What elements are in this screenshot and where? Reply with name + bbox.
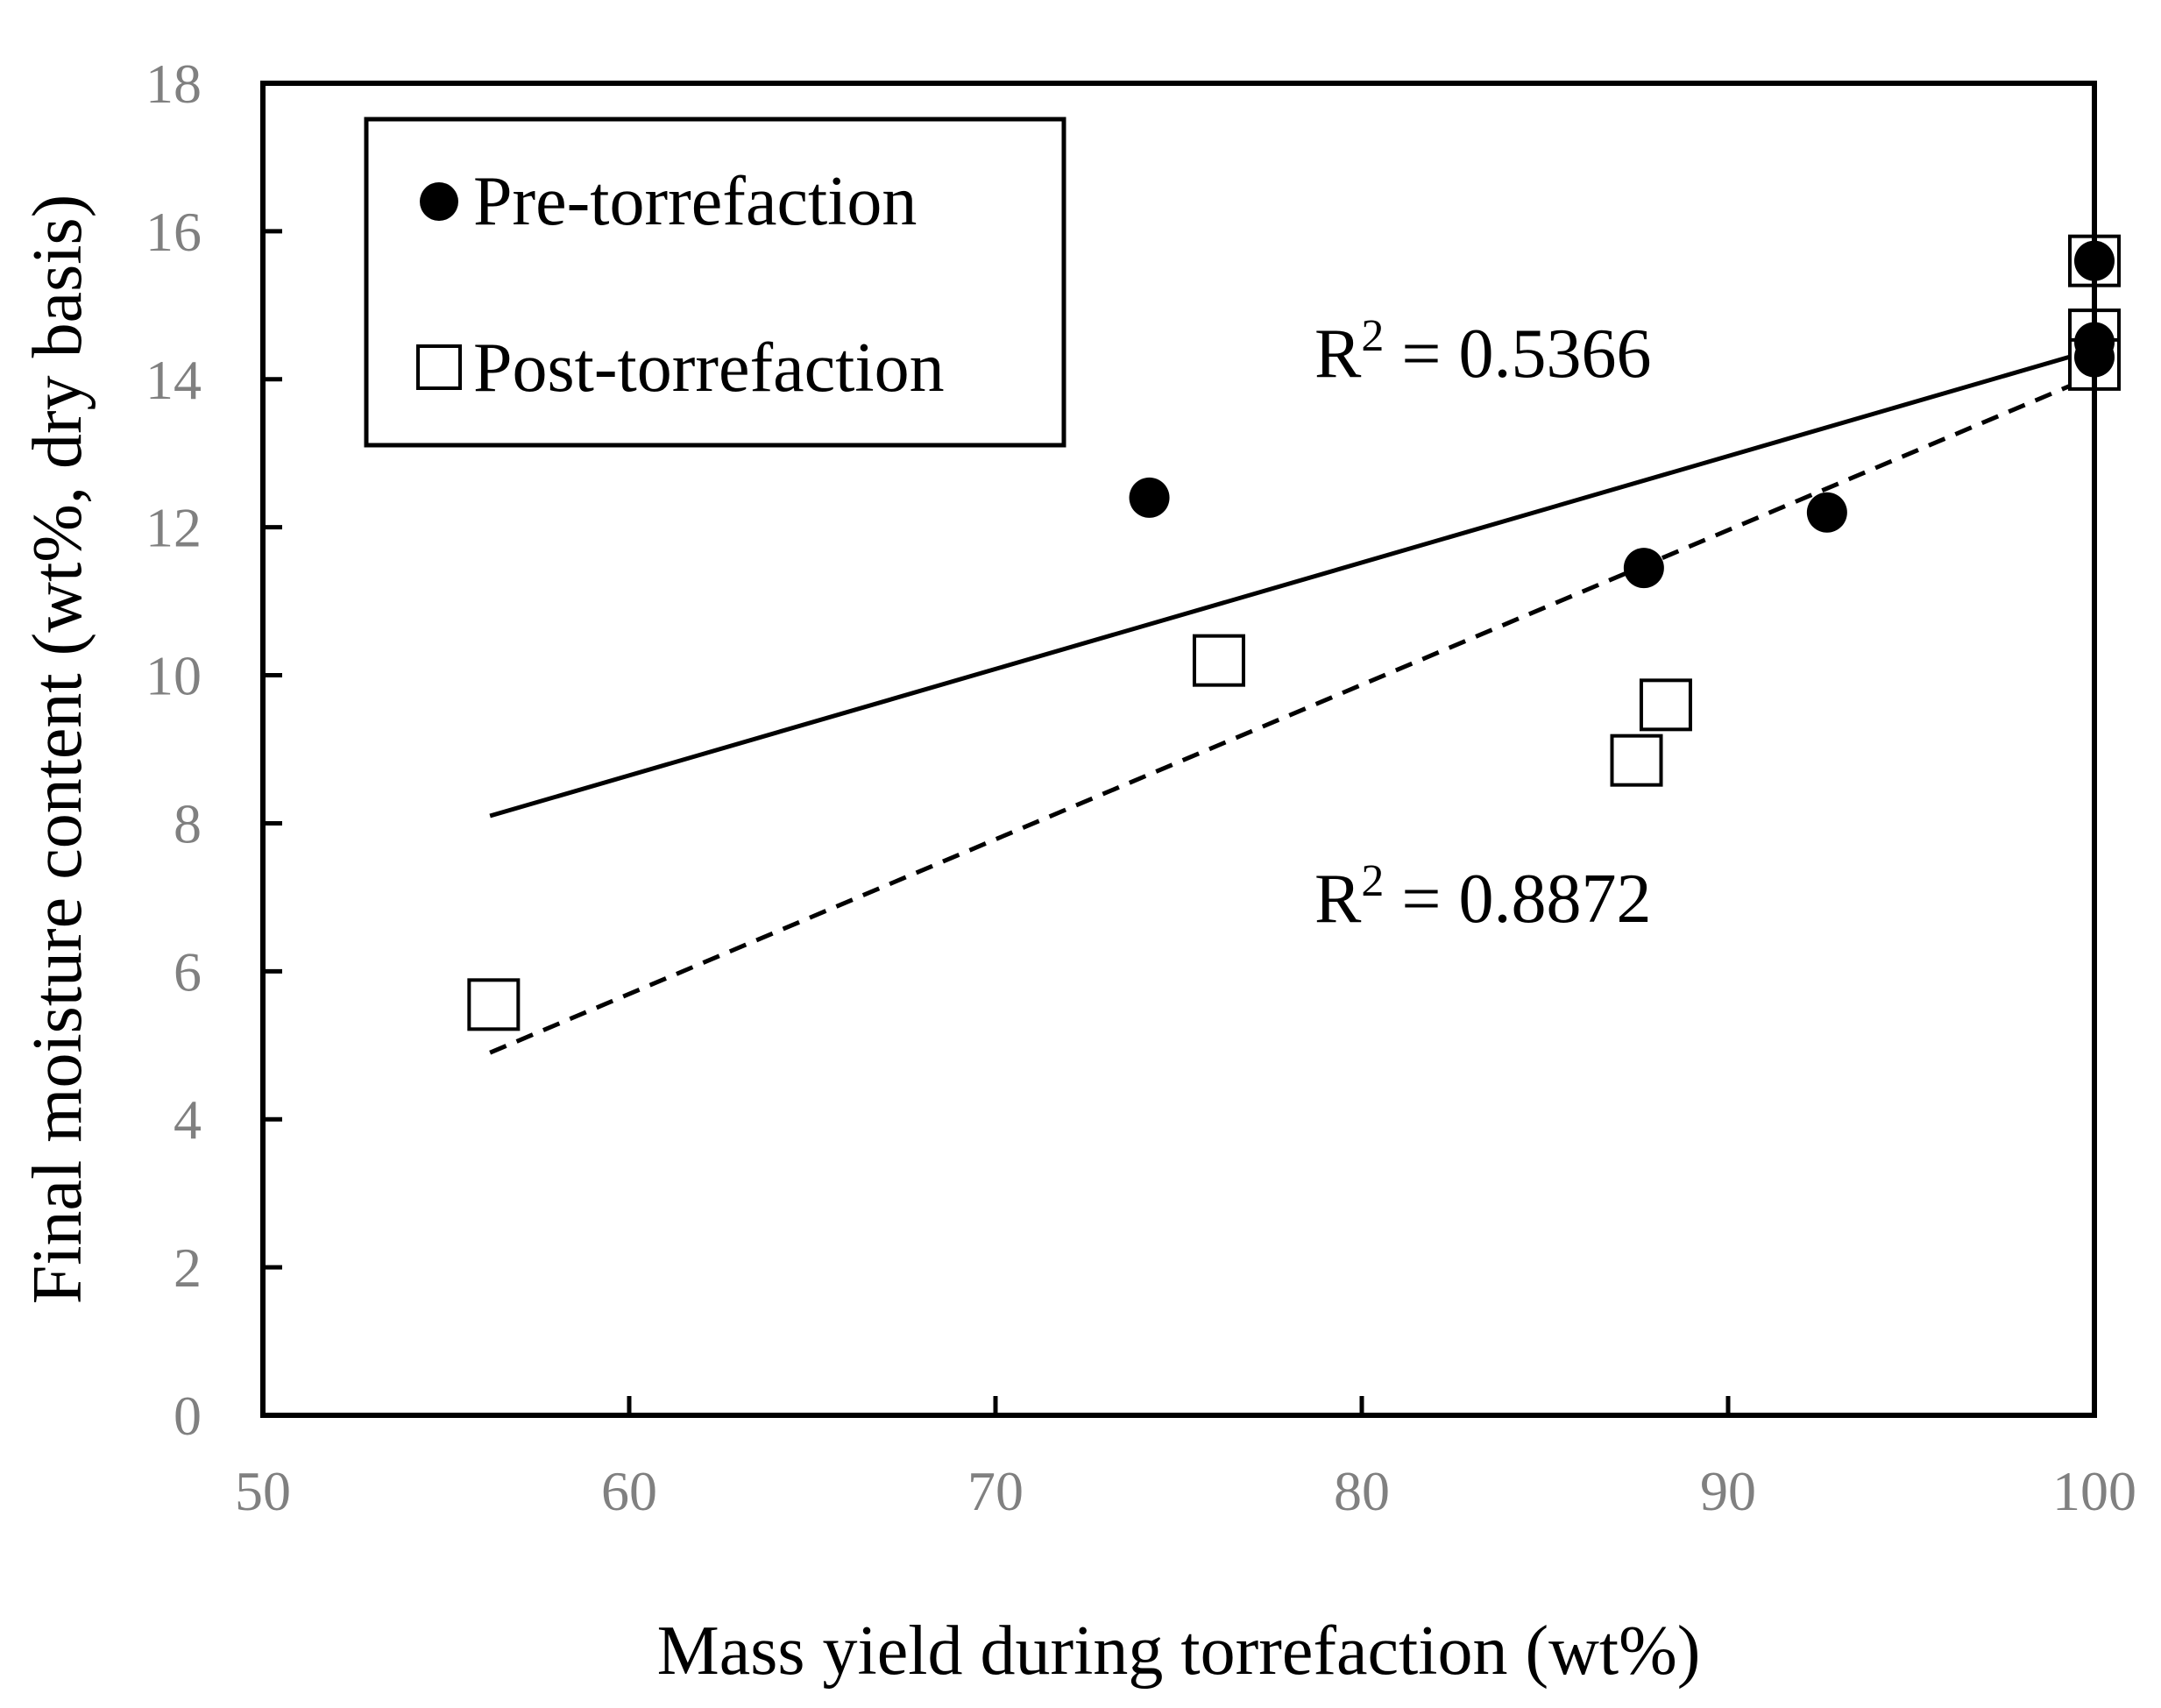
- x-tick-label: 50: [235, 1460, 291, 1522]
- r-squared-value-post: = 0.8872: [1384, 861, 1651, 938]
- y-tick-label: 16: [145, 201, 202, 263]
- legend-marker-post-torrefaction: [416, 344, 462, 390]
- y-tick-label: 0: [174, 1385, 202, 1447]
- point-post-torrefaction: [1192, 634, 1245, 687]
- point-pre-torrefaction: [1623, 548, 1664, 589]
- x-axis-title: Mass yield during torrefaction (wt%): [657, 1612, 1701, 1690]
- point-post-torrefaction: [467, 978, 521, 1031]
- legend: Pre-torrefaction Post-torrefaction: [364, 117, 1066, 448]
- r-squared-value-pre: = 0.5366: [1384, 315, 1651, 393]
- legend-box: [364, 117, 1066, 448]
- point-post-torrefaction: [1610, 734, 1663, 787]
- r-squared-r-post: R: [1314, 861, 1362, 938]
- legend-label-post-torrefaction: Post-torrefaction: [473, 330, 945, 407]
- x-tick-label: 60: [601, 1460, 657, 1522]
- point-pre-torrefaction: [1129, 477, 1170, 518]
- r-squared-r-pre: R: [1314, 315, 1362, 393]
- y-axis-ticks: 0 2 4 6 8 10 12 14 16 18: [145, 53, 282, 1447]
- r-squared-label-pre: R2 = 0.5366: [1314, 311, 1651, 393]
- trendline-post-torrefaction: [489, 373, 2095, 1055]
- x-tick-label: 80: [1334, 1460, 1390, 1522]
- x-tick-label: 90: [1700, 1460, 1756, 1522]
- y-tick-label: 2: [174, 1237, 202, 1299]
- r-squared-sup-pre: 2: [1361, 311, 1384, 361]
- chart-marks: [467, 234, 2121, 1055]
- legend-marker-pre-torrefaction: [420, 182, 458, 221]
- y-tick-label: 18: [145, 53, 202, 115]
- y-axis-title: Final moisture content (wt%, dry basis): [19, 195, 96, 1304]
- plot-area-frame: [260, 81, 2097, 1418]
- r-squared-sup-post: 2: [1361, 856, 1384, 906]
- r-squared-label-post: R2 = 0.8872: [1314, 856, 1651, 938]
- y-tick-label: 4: [174, 1088, 202, 1151]
- y-tick-label: 12: [145, 497, 202, 559]
- y-tick-label: 10: [145, 645, 202, 707]
- y-tick-label: 8: [174, 792, 202, 854]
- x-tick-label: 70: [967, 1460, 1024, 1522]
- x-axis-ticks: 50 60 70 80 90 100: [235, 1396, 2136, 1522]
- point-post-torrefaction: [1639, 678, 1692, 732]
- y-tick-label: 14: [145, 349, 202, 411]
- trendline-pre-torrefaction: [489, 347, 2095, 819]
- legend-label-pre-torrefaction: Pre-torrefaction: [473, 163, 917, 240]
- x-tick-label: 100: [2052, 1460, 2136, 1522]
- point-pre-torrefaction: [1806, 492, 1847, 533]
- y-tick-label: 6: [174, 940, 202, 1003]
